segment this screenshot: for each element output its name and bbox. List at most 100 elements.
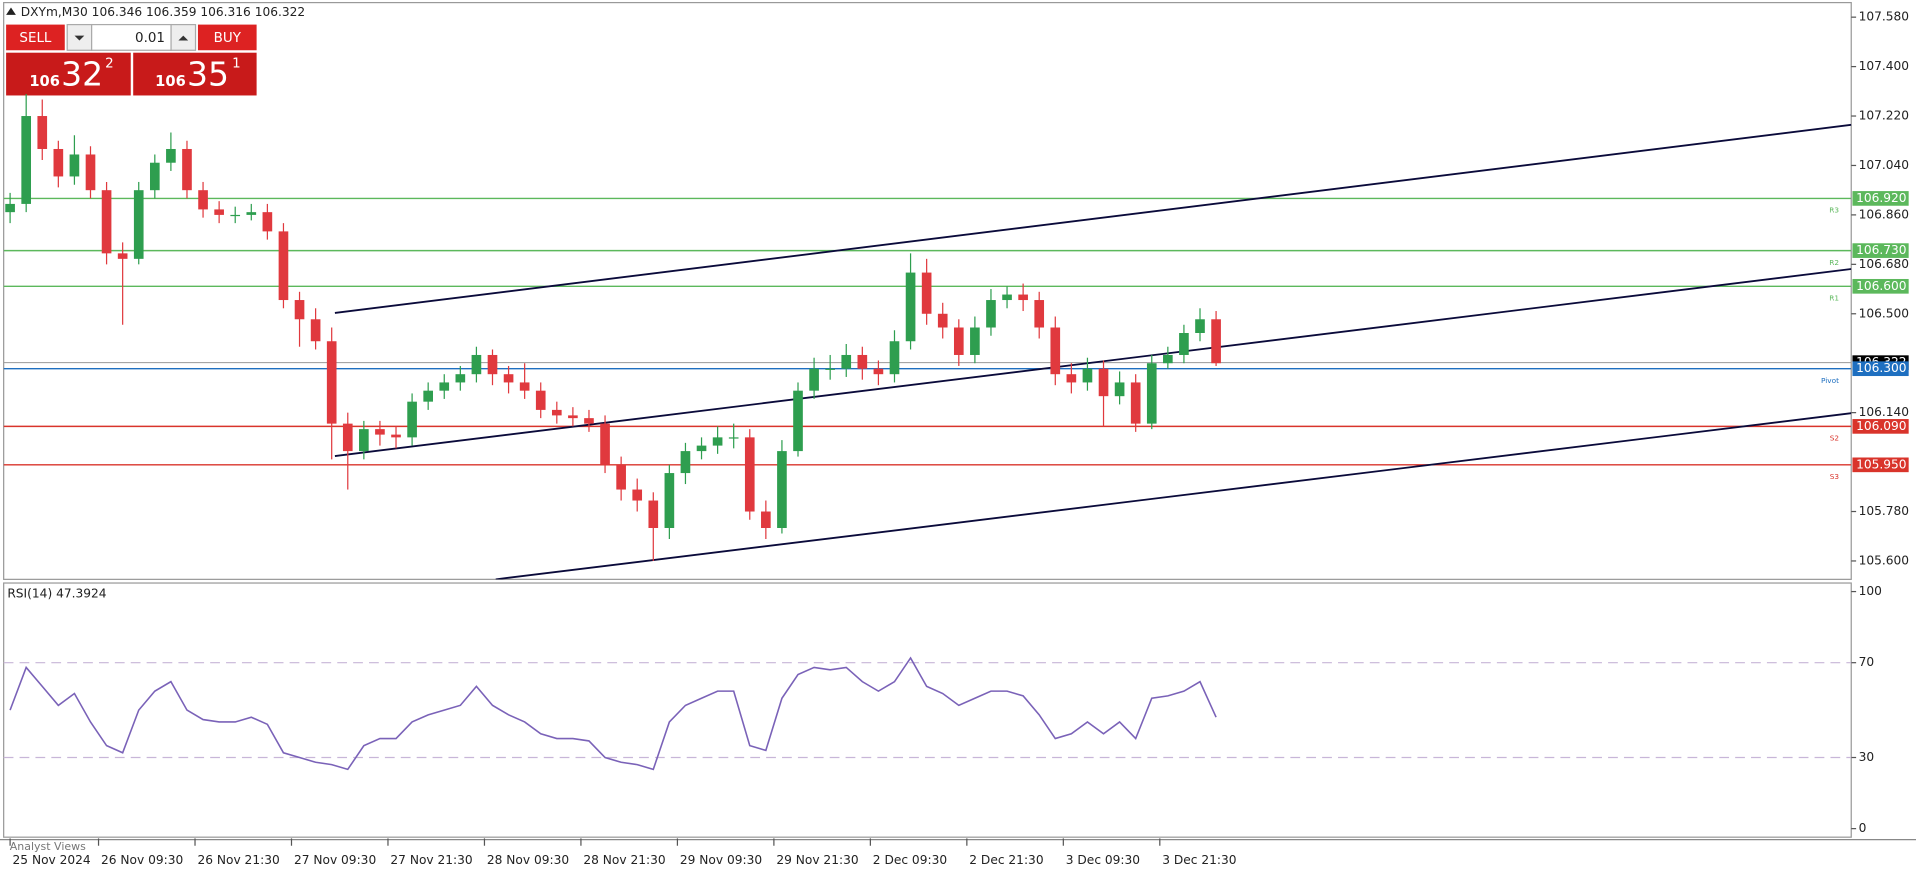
x-tick-label: 3 Dec 09:30 <box>1066 853 1140 867</box>
rsi-y-tick-label: 70 <box>1859 655 1875 669</box>
candle-body <box>1195 319 1205 333</box>
x-tick-label: 26 Nov 09:30 <box>101 853 183 867</box>
x-tick-label: 3 Dec 21:30 <box>1162 853 1236 867</box>
rsi-y-tick-label: 0 <box>1859 821 1867 835</box>
candle-body <box>744 437 755 512</box>
candle-body <box>471 354 482 375</box>
candle-body <box>407 401 417 438</box>
x-tick-label: 25 Nov 2024 <box>13 853 91 867</box>
candle-body <box>326 341 337 424</box>
rsi-title: RSI(14) 47.3924 <box>7 587 106 601</box>
plot-area <box>3 94 1852 580</box>
candle-body <box>133 190 144 259</box>
level-value-label: 106.600 <box>1856 279 1906 293</box>
main-panel <box>3 1 1852 580</box>
candle-body <box>21 116 32 204</box>
level-value-label: 106.300 <box>1856 361 1906 375</box>
y-tick-label: 107.580 <box>1859 10 1909 24</box>
candle-body <box>728 437 739 439</box>
collapse-icon[interactable] <box>6 7 16 15</box>
ask-small: 1 <box>232 57 241 72</box>
candle-body <box>616 464 626 490</box>
level-name: R1 <box>1829 294 1839 303</box>
candle-body <box>953 327 964 355</box>
candle-body <box>149 162 160 191</box>
analyst-views[interactable]: Analyst Views <box>10 840 86 853</box>
candle-body <box>1002 294 1012 301</box>
candle-body <box>551 409 562 416</box>
y-tick-label: 107.220 <box>1859 109 1909 123</box>
candle-body <box>503 374 514 383</box>
candle-body <box>680 451 691 474</box>
trend-line <box>334 123 1852 314</box>
candle-body <box>117 253 128 259</box>
candle-body <box>986 300 996 328</box>
candle-body <box>664 473 675 528</box>
x-tick-label: 2 Dec 21:30 <box>969 853 1043 867</box>
candle-body <box>905 272 916 342</box>
candle-body <box>166 148 176 163</box>
candle-body <box>1018 294 1028 301</box>
candle-body <box>535 390 546 410</box>
x-tick-label: 28 Nov 09:30 <box>487 853 569 867</box>
volume-value: 0.01 <box>135 31 165 46</box>
candle-body <box>310 319 321 342</box>
buy-button[interactable] <box>197 24 257 51</box>
bid-box[interactable] <box>6 52 131 96</box>
bid-big: 106 <box>29 73 60 90</box>
level-box <box>1852 419 1909 434</box>
y-tick-label: 106.140 <box>1859 405 1909 419</box>
y-tick-label: 105.600 <box>1859 553 1909 567</box>
candle-body <box>5 203 15 213</box>
candle-body <box>761 511 771 528</box>
candle-body <box>1146 363 1157 424</box>
candle-body <box>262 212 273 232</box>
candle-body <box>423 390 433 402</box>
candle-body <box>584 418 594 424</box>
candle-body <box>568 415 578 419</box>
x-tick-label: 27 Nov 09:30 <box>294 853 376 867</box>
candle-body <box>825 368 835 370</box>
candle-body <box>1130 382 1141 424</box>
ask-box[interactable] <box>133 52 257 96</box>
candle-body <box>1114 382 1125 397</box>
candle-body <box>696 445 707 452</box>
rsi-panel <box>3 582 1852 838</box>
candle-body <box>278 231 289 301</box>
candle-body <box>85 154 96 191</box>
sell-button[interactable] <box>6 24 65 51</box>
trend-line <box>334 268 1852 457</box>
buy-label: BUY <box>214 31 242 46</box>
y-tick-label: 106.500 <box>1859 306 1909 320</box>
candle-body <box>359 429 369 452</box>
bid-main: 32 <box>61 54 103 93</box>
bid-small: 2 <box>105 57 114 72</box>
candle-body <box>487 354 498 375</box>
candle-body <box>841 354 852 369</box>
level-box <box>1852 243 1909 258</box>
volume-up[interactable] <box>170 23 197 51</box>
x-tick-label: 29 Nov 09:30 <box>680 853 762 867</box>
sell-label: SELL <box>19 31 52 46</box>
trade-panel: SELL 0.01 BUY 106 32 2 106 35 1 <box>6 23 257 96</box>
rsi-line <box>9 656 1217 771</box>
level-box <box>1852 191 1909 206</box>
rsi-y-tick-label: 30 <box>1859 750 1875 764</box>
candle-body <box>1082 368 1093 383</box>
candle-body <box>712 437 723 446</box>
y-tick-label: 107.040 <box>1859 158 1909 172</box>
chart-header: DXYm,M30 106.346 106.359 106.316 106.322 <box>21 5 305 19</box>
candle-body <box>375 429 385 435</box>
level-name: R3 <box>1829 206 1839 215</box>
candle-body <box>600 423 610 465</box>
candle-body <box>1066 374 1077 383</box>
candle-body <box>873 368 884 375</box>
candle-body <box>101 190 112 254</box>
candle-body <box>246 212 257 215</box>
candle-body <box>455 374 466 383</box>
x-tick-label: 29 Nov 21:30 <box>776 853 858 867</box>
candle-body <box>648 500 659 528</box>
candle-body <box>198 190 208 210</box>
candle-body <box>921 272 932 314</box>
